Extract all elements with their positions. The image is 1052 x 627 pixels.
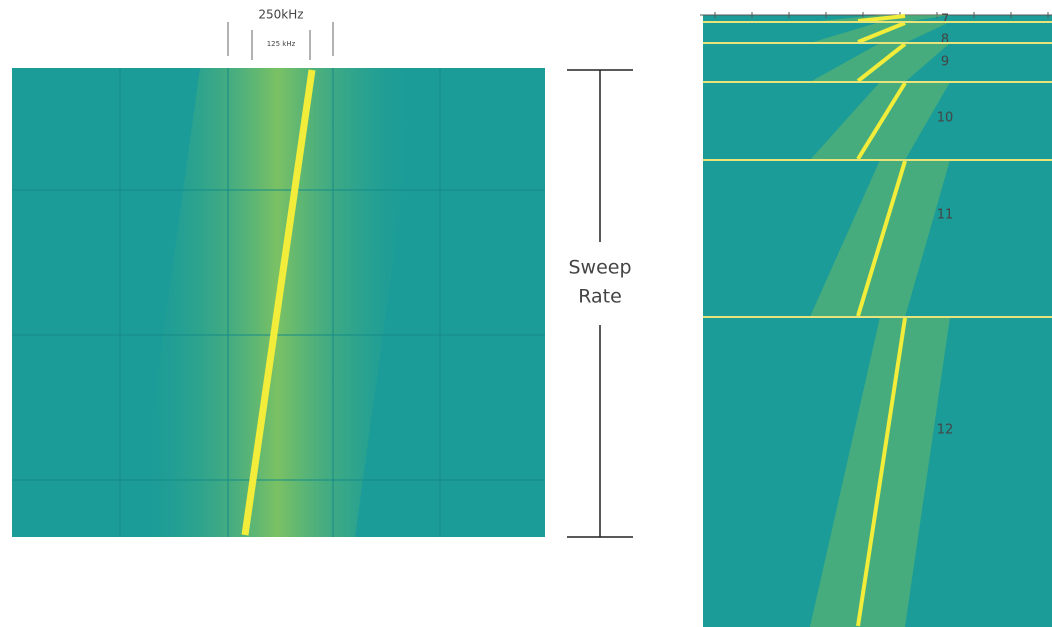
spreading-factor-label: 12 bbox=[937, 423, 954, 438]
spreading-factor-label: 9 bbox=[941, 55, 949, 70]
left-spectrogram bbox=[12, 68, 545, 537]
spreading-factor-label: 10 bbox=[937, 111, 954, 126]
diagram: 250kHz 125 kHz Sweep Rate 789101112 bbox=[0, 0, 1052, 627]
bandwidth-outer-label: 250kHz bbox=[258, 8, 303, 22]
sweep-rate-label: Sweep bbox=[568, 257, 631, 279]
bandwidth-inner-label: 125 kHz bbox=[267, 40, 296, 48]
sweep-rate-label: Rate bbox=[578, 286, 622, 308]
spreading-factor-label: 11 bbox=[937, 208, 954, 223]
